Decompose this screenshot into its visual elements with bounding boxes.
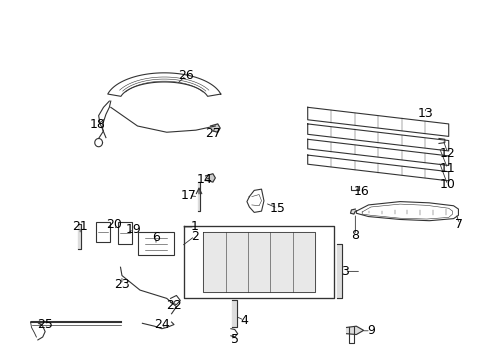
Text: 5: 5 [230, 333, 238, 346]
Text: 14: 14 [196, 173, 212, 186]
Text: 19: 19 [125, 222, 141, 235]
Text: 8: 8 [351, 229, 359, 242]
Text: 15: 15 [269, 202, 285, 215]
Text: 21: 21 [72, 220, 88, 233]
Polygon shape [356, 202, 458, 221]
FancyBboxPatch shape [137, 232, 174, 255]
Text: 16: 16 [353, 185, 368, 198]
Text: 12: 12 [439, 147, 455, 159]
Text: 13: 13 [417, 107, 432, 120]
Text: 10: 10 [439, 179, 455, 192]
Polygon shape [232, 301, 237, 328]
Text: 9: 9 [366, 324, 374, 337]
Text: 18: 18 [89, 118, 105, 131]
Polygon shape [78, 224, 81, 248]
Polygon shape [210, 124, 220, 132]
Text: 2: 2 [191, 230, 199, 243]
Text: 20: 20 [106, 219, 122, 231]
Polygon shape [203, 232, 314, 292]
Polygon shape [205, 174, 215, 182]
Text: 25: 25 [37, 318, 53, 331]
Text: 7: 7 [454, 217, 463, 230]
Polygon shape [183, 226, 334, 298]
Polygon shape [107, 73, 221, 96]
Text: 23: 23 [114, 278, 130, 291]
Polygon shape [307, 107, 448, 136]
Text: 4: 4 [240, 314, 248, 327]
Text: 27: 27 [204, 127, 221, 140]
Polygon shape [336, 244, 341, 298]
Text: 3: 3 [340, 265, 348, 278]
Polygon shape [346, 326, 363, 334]
Text: 11: 11 [439, 162, 455, 175]
Text: 24: 24 [154, 318, 169, 331]
Polygon shape [307, 155, 448, 181]
Text: 6: 6 [152, 231, 160, 244]
Polygon shape [307, 124, 448, 151]
Polygon shape [350, 209, 355, 214]
Text: 26: 26 [178, 69, 194, 82]
Text: 17: 17 [180, 189, 196, 202]
Polygon shape [198, 182, 200, 211]
FancyBboxPatch shape [96, 221, 110, 242]
Polygon shape [307, 139, 448, 166]
FancyBboxPatch shape [118, 221, 131, 244]
Text: 22: 22 [166, 299, 182, 312]
Polygon shape [246, 189, 264, 212]
Text: 1: 1 [191, 220, 199, 233]
